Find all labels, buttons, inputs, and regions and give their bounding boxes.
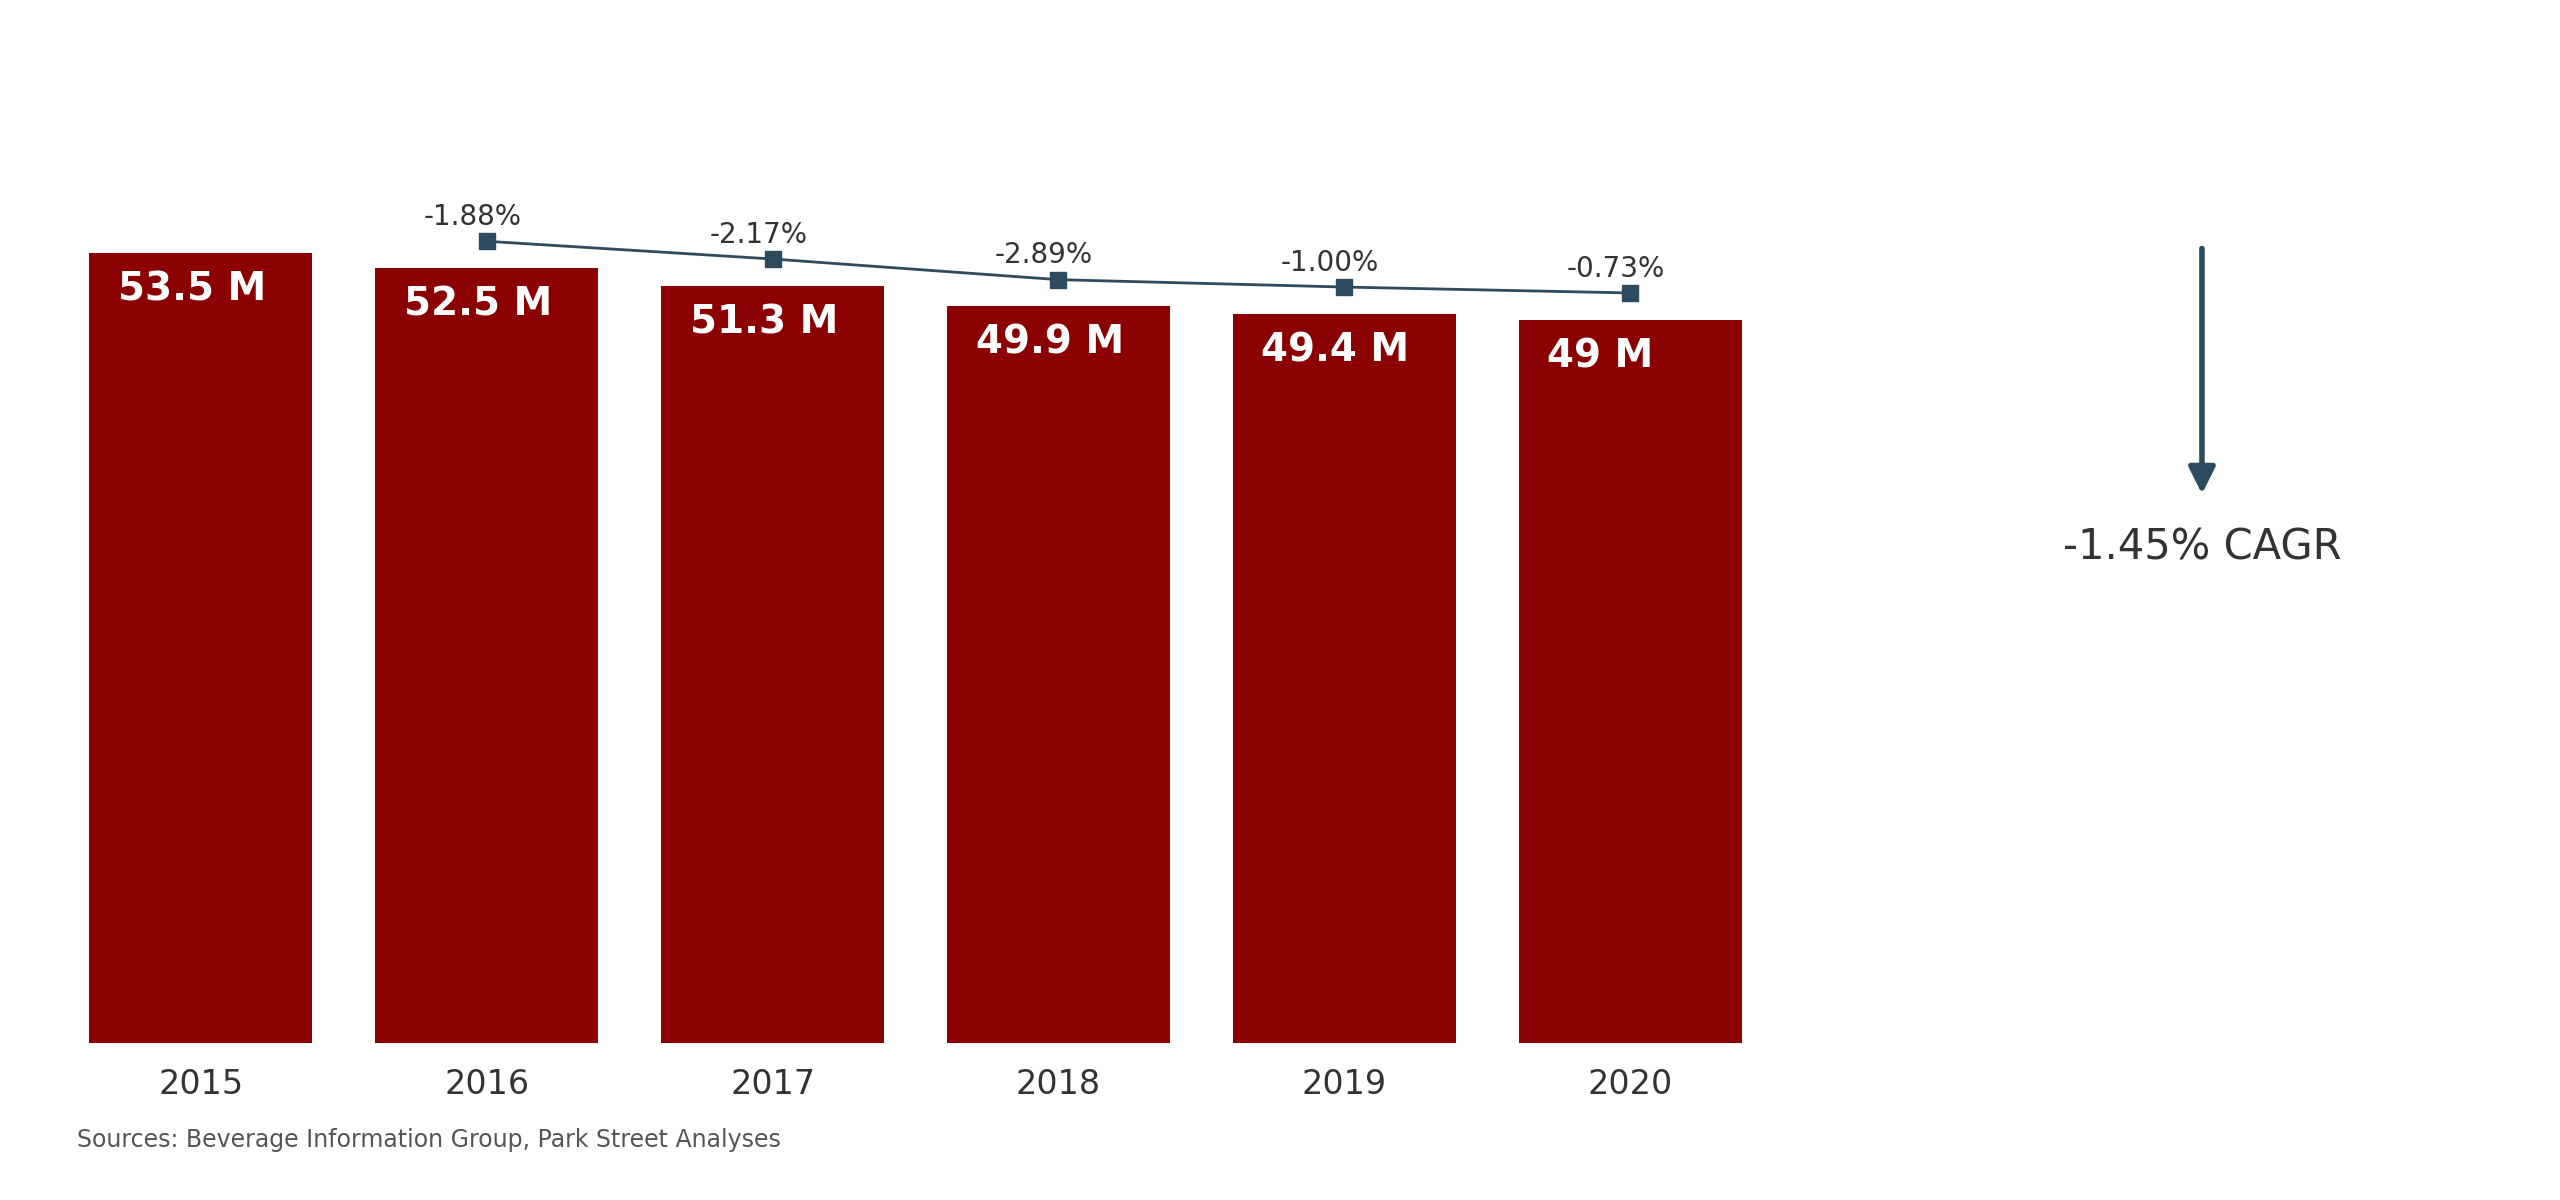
Text: 49.4 M: 49.4 M [1262,331,1411,370]
Text: Sources: Beverage Information Group, Park Street Analyses: Sources: Beverage Information Group, Par… [77,1128,781,1152]
Bar [660,286,883,1043]
Text: 52.5 M: 52.5 M [404,286,553,324]
Bar [1518,319,1741,1043]
Text: -1.00%: -1.00% [1280,248,1380,277]
Text: 49 M: 49 M [1546,337,1654,376]
Text: 49.9 M: 49.9 M [975,324,1124,362]
Text: -1.88%: -1.88% [422,203,522,230]
Text: -2.89%: -2.89% [996,241,1093,269]
Bar [376,268,599,1043]
Text: 53.5 M: 53.5 M [118,271,266,308]
Bar [1234,313,1457,1043]
Bar [947,306,1170,1043]
Text: -1.45% CAGR: -1.45% CAGR [2063,527,2342,569]
Bar [90,253,312,1043]
Text: -2.17%: -2.17% [709,221,806,248]
Text: -0.73%: -0.73% [1567,254,1664,283]
Text: 51.3 M: 51.3 M [689,304,837,341]
